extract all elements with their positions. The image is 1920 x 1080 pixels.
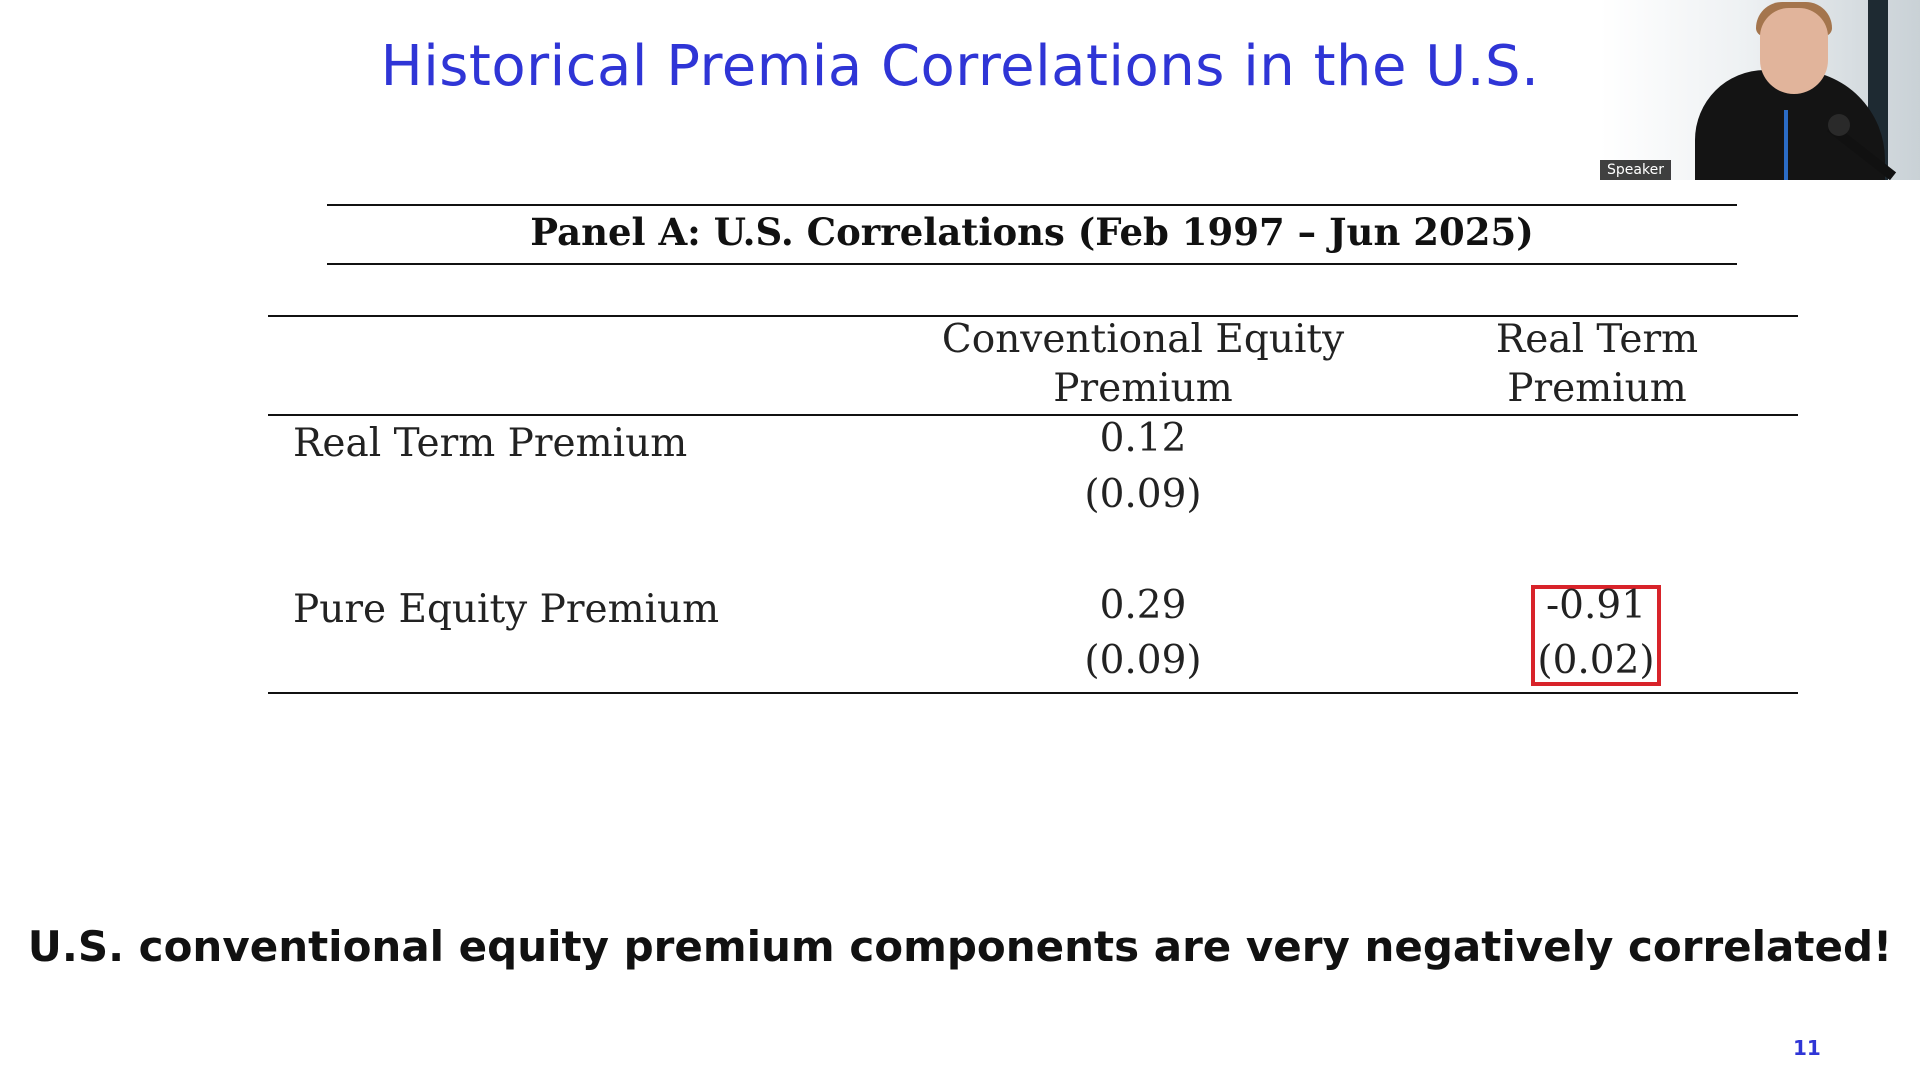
conclusion-text: U.S. conventional equity premium compone… (27, 922, 1893, 971)
panel-title: Panel A: U.S. Correlations (Feb 1997 – J… (530, 210, 1534, 254)
video-name-label: Speaker (1600, 160, 1671, 180)
cell-value-highlighted: -0.91 (1545, 583, 1647, 628)
cell-value: 0.29 (1099, 583, 1187, 628)
panel-top-rule (327, 204, 1737, 206)
column-header-real-term-line2: Premium (1507, 366, 1687, 411)
slide-number: 11 (1793, 1036, 1821, 1060)
speaker-lanyard (1784, 110, 1788, 180)
highlight-box (1531, 585, 1661, 686)
column-header-real-term-line1: Real Term (1495, 317, 1699, 362)
table-bottom-rule (268, 692, 1798, 694)
row-label-real-term-premium: Real Term Premium (293, 421, 688, 466)
microphone-icon (1828, 114, 1850, 136)
speaker-head (1760, 8, 1828, 94)
table-top-rule (268, 315, 1798, 317)
cell-standard-error: (0.09) (1084, 638, 1202, 683)
cell-value: 0.12 (1099, 416, 1187, 461)
panel-bottom-rule (327, 263, 1737, 265)
column-header-conventional-line2: Premium (1053, 366, 1233, 411)
column-header-conventional-line1: Conventional Equity (941, 317, 1345, 362)
slide-title: Historical Premia Correlations in the U.… (380, 34, 1540, 99)
speaker-video-tile[interactable]: Speaker (1600, 0, 1920, 180)
table-header-rule (268, 414, 1798, 416)
cell-standard-error-highlighted: (0.02) (1537, 638, 1655, 683)
row-label-pure-equity-premium: Pure Equity Premium (293, 587, 720, 632)
cell-standard-error: (0.09) (1084, 472, 1202, 517)
